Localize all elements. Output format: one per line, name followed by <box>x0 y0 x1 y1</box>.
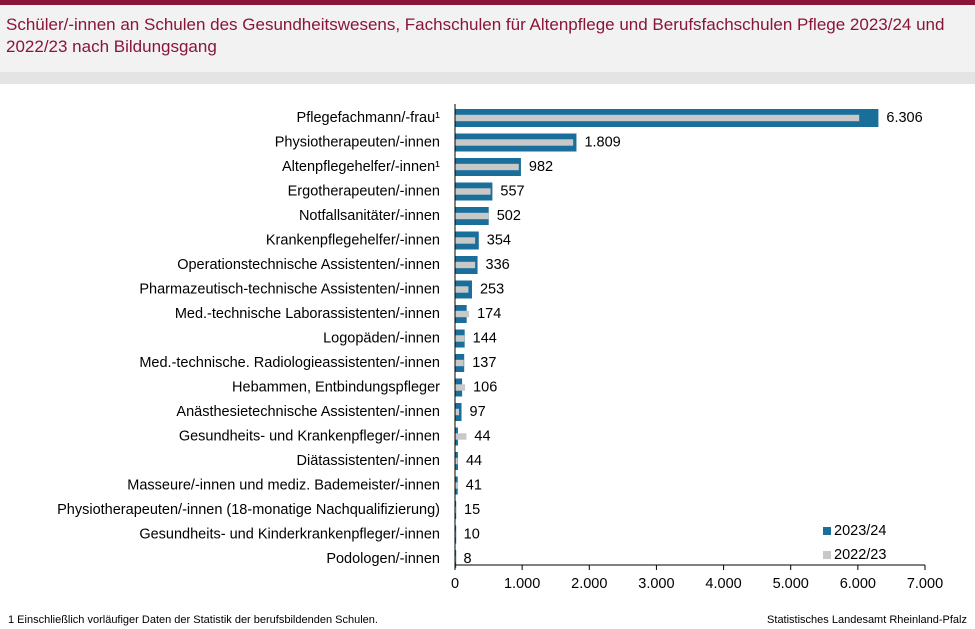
category-label: Masseure/-innen und mediz. Bademeister/-… <box>127 477 440 493</box>
chart-title: Schüler/-innen an Schulen des Gesundheit… <box>6 15 945 56</box>
value-label: 44 <box>474 428 490 444</box>
bar-2022-23 <box>455 408 460 416</box>
bar-2022-23 <box>455 163 519 171</box>
category-label: Pflegefachmann/-frau¹ <box>297 110 441 126</box>
header-divider <box>0 72 975 84</box>
category-label: Diätassistenten/-innen <box>297 453 440 469</box>
value-label: 137 <box>472 355 496 371</box>
category-label: Logopäden/-innen <box>323 330 440 346</box>
x-tick-label: 3.000 <box>638 576 674 592</box>
value-label: 253 <box>480 281 504 297</box>
category-label: Operationstechnische Assistenten/-innen <box>177 257 440 273</box>
value-label: 44 <box>466 453 482 469</box>
bar-2022-23 <box>455 433 467 440</box>
category-label: Hebammen, Entbindungspfleger <box>232 379 440 395</box>
value-label: 336 <box>486 257 510 273</box>
value-label: 97 <box>470 404 486 420</box>
x-tick-label: 0 <box>451 576 459 592</box>
bar-2022-23 <box>455 310 470 318</box>
value-label: 106 <box>473 379 497 395</box>
bar-2022-23 <box>455 457 458 465</box>
legend-label-2023-24: 2023/24 <box>834 523 886 539</box>
category-label: Med.-technische. Radiologieassistenten/-… <box>139 355 440 371</box>
bar-2022-23 <box>455 212 489 220</box>
value-label: 174 <box>477 306 501 322</box>
value-label: 1.809 <box>584 134 620 150</box>
bar-2022-23 <box>455 506 457 514</box>
category-label: Pharmazeutisch-technische Assistenten/-i… <box>139 281 440 297</box>
legend-swatch-2022-23 <box>823 551 831 559</box>
category-label: Notfallsanitäter/-innen <box>299 208 440 224</box>
bar-2022-23 <box>455 335 465 342</box>
bar-2022-23 <box>455 359 464 367</box>
source-credit: Statistisches Landesamt Rheinland-Pfalz <box>767 614 967 626</box>
value-label: 557 <box>500 183 524 199</box>
value-label: 41 <box>466 477 482 493</box>
category-label: Physiotherapeuten/-innen (18-monatige Na… <box>57 502 440 518</box>
category-label: Altenpflegehelfer/-innen¹ <box>282 159 440 175</box>
bar-2022-23 <box>455 261 476 269</box>
category-label: Ergotherapeuten/-innen <box>288 183 440 199</box>
value-label: 10 <box>464 526 480 542</box>
x-tick-label: 6.000 <box>840 576 876 592</box>
category-label: Physiotherapeuten/-innen <box>275 134 440 150</box>
bar-2022-23 <box>455 482 458 489</box>
legend-swatch-2023-24 <box>823 527 831 535</box>
bar-2022-23 <box>455 384 466 391</box>
category-label: Gesundheits- und Krankenpfleger/-innen <box>179 428 440 444</box>
legend-label-2022-23: 2022/23 <box>834 547 886 563</box>
category-label: Anästhesietechnische Assistenten/-innen <box>176 404 440 420</box>
value-label: 144 <box>473 330 497 346</box>
x-tick-label: 1.000 <box>504 576 540 592</box>
bar-2022-23 <box>455 237 476 244</box>
category-label: Gesundheits- und Kinderkrankenpfleger/-i… <box>139 526 440 542</box>
value-label: 8 <box>464 551 472 567</box>
category-label: Med.-technische Laborassistenten/-innen <box>175 306 440 322</box>
x-tick-label: 2.000 <box>571 576 607 592</box>
value-label: 502 <box>497 208 521 224</box>
bar-2022-23 <box>455 286 469 293</box>
top-accent-bar <box>0 0 975 5</box>
footnote: 1 Einschließlich vorläufiger Daten der S… <box>8 614 378 626</box>
chart-area: Pflegefachmann/-frau¹ 6.306 Physiotherapeu… <box>57 104 943 592</box>
x-tick-label: 5.000 <box>773 576 809 592</box>
bar-2022-23 <box>455 188 491 195</box>
value-label: 354 <box>487 232 511 248</box>
bar-2022-23 <box>455 139 574 146</box>
bar-2022-23 <box>455 114 860 122</box>
x-tick-label: 7.000 <box>907 576 943 592</box>
value-label: 982 <box>529 159 553 175</box>
x-tick-label: 4.000 <box>705 576 741 592</box>
category-label: Krankenpflegehelfer/-innen <box>266 232 440 248</box>
category-label: Podologen/-innen <box>326 551 440 567</box>
value-label: 15 <box>464 502 480 518</box>
header-panel: Schüler/-innen an Schulen des Gesundheit… <box>0 5 975 72</box>
value-label: 6.306 <box>886 110 922 126</box>
